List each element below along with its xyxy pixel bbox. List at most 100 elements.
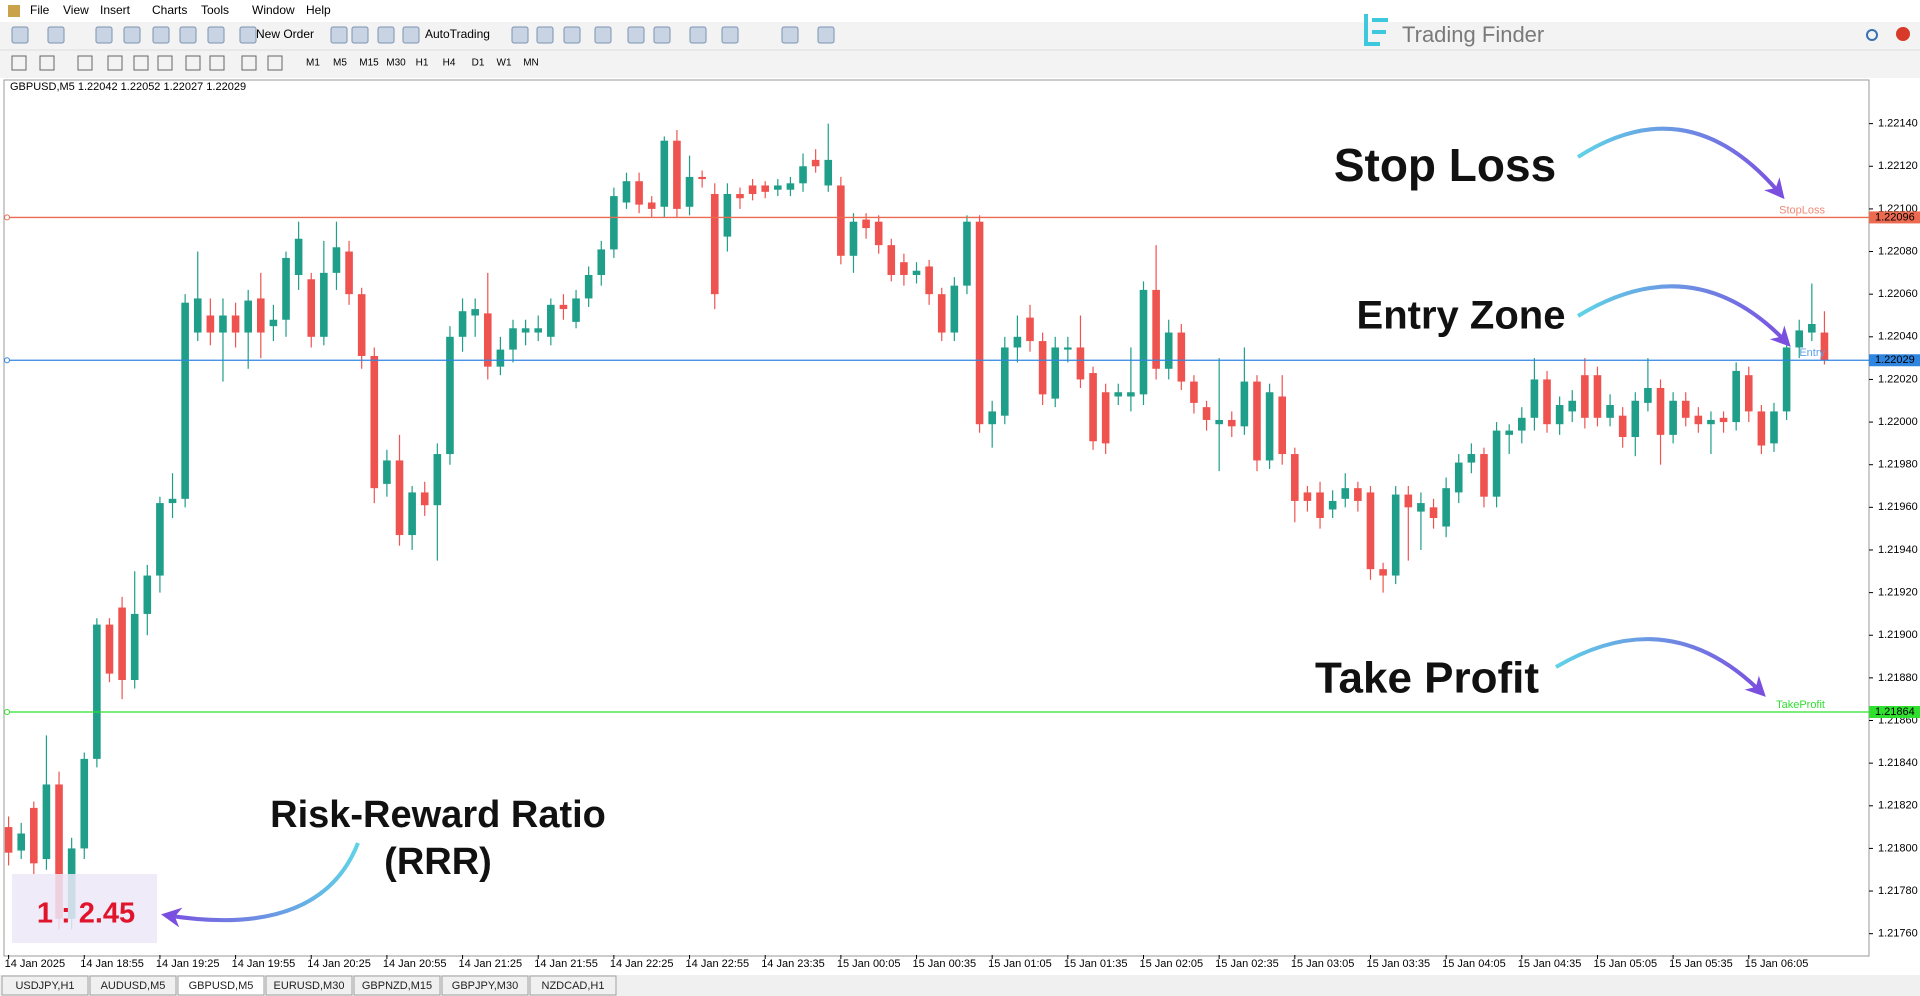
candle-body [1820, 332, 1829, 361]
candle-body [975, 221, 984, 425]
chart-tab-label[interactable]: EURUSD,M30 [274, 980, 345, 992]
candle-body [1114, 392, 1123, 397]
chart-tab[interactable] [265, 975, 353, 996]
level-price-label: 1.21864 [1875, 706, 1915, 718]
tool-icon[interactable] [157, 55, 173, 71]
menu-item[interactable]: Tools [201, 3, 229, 17]
toolbar-icon[interactable] [594, 26, 612, 44]
toolbar-icon[interactable] [402, 26, 420, 44]
toolbar-icon[interactable] [563, 26, 581, 44]
notification-icon[interactable] [1896, 27, 1910, 41]
timeframe-button[interactable]: H4 [443, 58, 456, 69]
level-handle[interactable] [4, 708, 10, 715]
menu-item[interactable]: Window [252, 3, 295, 17]
candle-body [345, 251, 353, 295]
search-icon[interactable] [1866, 29, 1878, 41]
y-tick-label: 1.22000 [1878, 416, 1918, 428]
candle-body [219, 315, 227, 333]
toolbar-icon[interactable] [817, 26, 835, 44]
chart-tab-label[interactable]: GBPUSD,M5 [189, 980, 254, 992]
timeframe-button[interactable]: M1 [306, 58, 320, 69]
menu-item[interactable]: File [30, 3, 50, 17]
menu-item[interactable]: Charts [152, 3, 187, 17]
timeframe-button[interactable]: D1 [472, 58, 485, 69]
toolbar-icon[interactable] [179, 26, 197, 44]
timeframe-button[interactable]: M30 [386, 58, 406, 69]
toolbar-icon[interactable] [152, 26, 170, 44]
candle-body [1518, 417, 1526, 431]
toolbar-icon[interactable] [536, 26, 554, 44]
toolbar-icon[interactable] [627, 26, 645, 44]
chart-tab[interactable] [529, 975, 617, 996]
new-order-button[interactable]: New Order [256, 27, 314, 41]
menu-item[interactable]: Insert [100, 3, 131, 17]
candle-body [1744, 375, 1753, 412]
toolbar-icon[interactable] [123, 26, 141, 44]
chart-tab-label[interactable]: NZDCAD,H1 [542, 980, 605, 992]
timeframe-button[interactable]: MN [523, 58, 539, 69]
toolbar-icon[interactable] [689, 26, 707, 44]
menu-item[interactable]: Help [306, 3, 331, 17]
tool-icon[interactable] [241, 55, 257, 71]
chart-tab[interactable] [353, 975, 441, 996]
chart-tab-label[interactable]: AUDUSD,M5 [101, 980, 166, 992]
toolbar-icon[interactable] [377, 26, 395, 44]
candle-body [925, 266, 933, 295]
timeframe-button[interactable]: M15 [359, 58, 379, 69]
candle-body [307, 279, 316, 337]
toolbar-icon[interactable] [511, 26, 529, 44]
y-tick-label: 1.22040 [1878, 331, 1918, 343]
x-tick-label: 14 Jan 19:55 [232, 958, 296, 970]
candle-body [332, 247, 341, 273]
tool-icon[interactable] [77, 55, 93, 71]
chart-tab[interactable] [1, 975, 89, 996]
candle-body [1505, 430, 1513, 435]
chart-tab[interactable] [89, 975, 177, 996]
candle-body [1139, 289, 1148, 395]
candle-body [937, 294, 946, 333]
tool-icon[interactable] [209, 55, 225, 71]
toolbar-icon[interactable] [653, 26, 671, 44]
tool-icon[interactable] [133, 55, 149, 71]
toolbar-icon[interactable] [239, 26, 257, 44]
chart-tab-label[interactable]: USDJPY,H1 [15, 980, 74, 992]
x-tick-label: 14 Jan 21:25 [459, 958, 523, 970]
candle-body [1354, 488, 1362, 501]
chart-tab[interactable] [441, 975, 529, 996]
toolbar-icon[interactable] [721, 26, 739, 44]
level-handle[interactable] [4, 214, 10, 221]
entry-zone-annotation: Entry Zone [1357, 294, 1566, 338]
chart-tab[interactable] [177, 975, 265, 996]
candle-body [1038, 341, 1047, 395]
toolbar-icon[interactable] [11, 26, 29, 44]
timeframe-button[interactable]: M5 [333, 58, 347, 69]
toolbar-icon[interactable] [351, 26, 369, 44]
candle-body [1618, 415, 1627, 437]
level-handle[interactable] [4, 357, 10, 364]
timeframe-button[interactable]: W1 [497, 58, 512, 69]
timeframe-button[interactable]: H1 [416, 58, 429, 69]
toolbar-icon[interactable] [207, 26, 225, 44]
autotrading-button[interactable]: AutoTrading [425, 27, 490, 41]
y-tick-label: 1.21960 [1878, 501, 1918, 513]
rrr-arrow [161, 842, 360, 928]
tool-icon[interactable] [267, 55, 283, 71]
candle-body [282, 257, 290, 320]
y-tick-label: 1.22080 [1878, 245, 1918, 257]
tool-icon[interactable] [11, 55, 27, 71]
y-tick-label: 1.21880 [1878, 672, 1918, 684]
y-tick-label: 1.21780 [1878, 885, 1918, 897]
chart-tab-label[interactable]: GBPNZD,M15 [362, 980, 432, 992]
toolbar-icon[interactable] [95, 26, 113, 44]
candle-body [1656, 387, 1665, 435]
chart-tab-label[interactable]: GBPJPY,M30 [452, 980, 518, 992]
tool-icon[interactable] [107, 55, 123, 71]
candle-body [446, 336, 454, 455]
toolbar-icon[interactable] [47, 26, 65, 44]
menu-item[interactable]: View [63, 3, 89, 17]
tool-icon[interactable] [185, 55, 201, 71]
tool-icon[interactable] [39, 55, 55, 71]
toolbar-icon[interactable] [781, 26, 799, 44]
app-icon [8, 5, 20, 17]
toolbar-icon[interactable] [330, 26, 348, 44]
